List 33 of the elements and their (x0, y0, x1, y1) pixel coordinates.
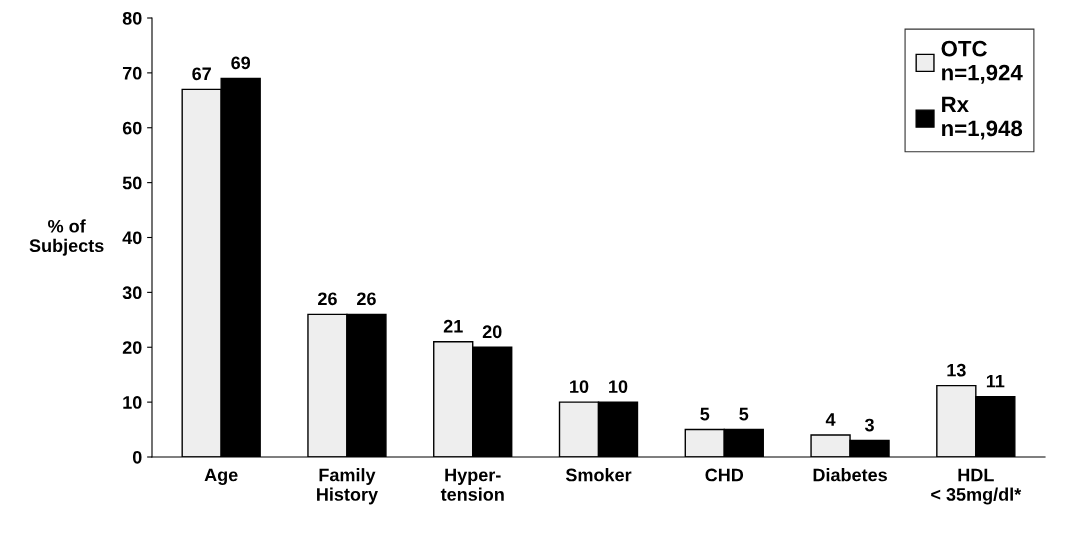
x-tick-label: HDL < 35mg/dl* (931, 468, 1022, 505)
x-tick-label: Age (204, 468, 238, 485)
data-label: 5 (700, 407, 710, 421)
y-tick-label: 0 (132, 450, 142, 464)
x-tick-label: Diabetes (813, 468, 887, 482)
y-tick-label: 60 (122, 121, 142, 135)
legend-label: Rx n=1,948 (942, 96, 1023, 140)
x-tick-label: Hyper- tension (440, 468, 504, 501)
data-label: 67 (192, 67, 211, 81)
y-tick-label: 40 (122, 231, 142, 245)
data-label: 20 (482, 325, 502, 339)
y-tick-label: 80 (122, 11, 142, 25)
data-label: 13 (947, 363, 966, 377)
x-tick-label: CHD (705, 468, 744, 482)
y-tick-label: 70 (122, 66, 142, 80)
legend-label: OTC n=1,924 (941, 40, 1023, 84)
data-label: 26 (357, 292, 376, 306)
y-tick-label: 10 (123, 396, 142, 409)
data-label: 11 (986, 374, 1005, 388)
data-label: 3 (864, 418, 874, 432)
y-tick-label: 30 (122, 286, 142, 300)
y-axis-title: % of Subjects (29, 219, 104, 256)
data-label: 10 (570, 380, 589, 393)
data-label: 26 (318, 292, 337, 306)
data-label: 69 (231, 56, 251, 70)
x-tick-label: Smoker (565, 468, 632, 482)
data-label: 5 (739, 407, 749, 421)
data-label: 21 (443, 319, 463, 333)
data-label: 4 (825, 413, 836, 426)
y-tick-label: 50 (122, 176, 142, 190)
x-tick-label: Family History (317, 468, 378, 505)
y-tick-label: 20 (122, 341, 142, 354)
data-label: 10 (609, 380, 628, 393)
